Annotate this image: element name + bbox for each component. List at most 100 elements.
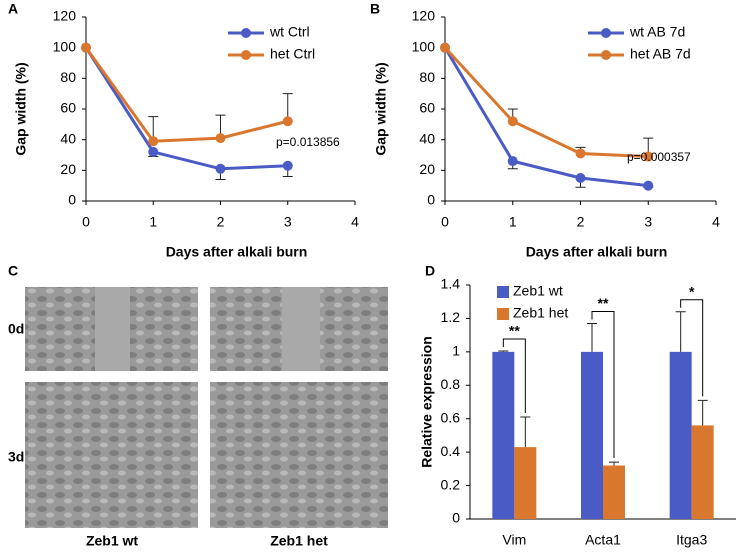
x-tick-label: 0 — [441, 214, 449, 230]
y-tick-label: 0 — [68, 192, 76, 208]
y-axis-label: Gap width (%) — [373, 62, 389, 155]
micrograph — [210, 382, 388, 528]
legend-marker — [241, 50, 251, 60]
point — [575, 148, 586, 159]
y-tick-label: 100 — [412, 38, 436, 54]
annotation: p=0.000357 — [627, 150, 691, 164]
significance-bracket — [502, 338, 526, 414]
legend-label: wt AB 7d — [629, 24, 685, 40]
y-tick-label: 20 — [60, 161, 76, 177]
y-tick-label: 120 — [53, 8, 77, 24]
y-tick-label: 1 — [452, 343, 460, 359]
error-bar — [697, 399, 708, 426]
row-label: 0d — [8, 321, 24, 337]
error-bar — [675, 311, 686, 352]
bar — [492, 351, 515, 519]
column-label: Zeb1 het — [270, 533, 328, 549]
y-tick-label: 0.8 — [441, 376, 461, 392]
x-tick-label: Itga3 — [676, 532, 707, 548]
y-tick-label: 0.2 — [441, 476, 461, 492]
significance-bracket — [680, 299, 704, 397]
point — [507, 116, 518, 127]
panel-letter: C — [8, 263, 18, 279]
y-axis-label: Relative expression — [419, 336, 435, 468]
wound-gap — [95, 287, 130, 371]
micrographs — [25, 287, 388, 528]
y-tick-label: 1.4 — [441, 276, 461, 292]
point — [507, 156, 518, 167]
bar — [669, 351, 692, 519]
point — [148, 136, 159, 147]
x-tick-label: 3 — [644, 214, 652, 230]
legend-swatch — [497, 286, 509, 298]
x-tick-label: 4 — [351, 214, 359, 230]
wound-gap — [282, 287, 320, 371]
y-tick-label: 40 — [419, 130, 435, 146]
bar — [514, 447, 537, 519]
micrograph — [25, 382, 198, 528]
x-axis-label: Days after alkali burn — [166, 244, 308, 260]
point — [643, 180, 654, 191]
error-bar — [609, 461, 619, 466]
x-tick-label: 0 — [82, 214, 90, 230]
point — [215, 163, 226, 174]
y-tick-label: 60 — [60, 100, 76, 116]
x-tick-label: 2 — [577, 214, 585, 230]
y-tick-label: 0 — [452, 510, 460, 526]
point — [643, 151, 654, 162]
panel-letter: A — [8, 1, 18, 17]
x-axis-label: Days after alkali burn — [526, 244, 668, 260]
error-bar — [520, 416, 531, 448]
legend-marker — [601, 28, 611, 38]
point — [215, 133, 226, 144]
series-line — [443, 46, 649, 188]
significance-label: ** — [598, 295, 609, 311]
y-tick-label: 20 — [419, 161, 435, 177]
y-tick-label: 1.2 — [441, 309, 461, 325]
series-line — [84, 46, 289, 143]
column-label: Zeb1 wt — [86, 533, 138, 549]
point — [440, 42, 450, 53]
x-tick-label: 4 — [712, 214, 720, 230]
x-tick-label: 3 — [284, 214, 292, 230]
series-line — [84, 46, 288, 171]
row-label: 3d — [8, 449, 24, 465]
point — [575, 173, 586, 183]
panel-letter: B — [370, 1, 380, 17]
x-tick-label: Acta1 — [585, 532, 621, 548]
legend-label: wt Ctrl — [269, 24, 310, 40]
y-tick-label: 0.6 — [441, 409, 461, 425]
point — [282, 160, 293, 171]
significance-label: ** — [509, 323, 520, 339]
error-bar — [587, 322, 597, 352]
annotation: p=0.013856 — [276, 135, 340, 149]
point — [282, 116, 293, 127]
legend-label: het Ctrl — [270, 46, 315, 62]
y-tick-label: 40 — [60, 130, 76, 146]
y-tick-label: 60 — [419, 100, 435, 116]
panel-letter: D — [425, 263, 435, 279]
y-tick-label: 120 — [412, 8, 436, 24]
y-tick-label: 80 — [60, 69, 76, 85]
legend-label: Zeb1 wt — [513, 283, 563, 299]
legend-marker — [601, 50, 611, 60]
error-bar — [498, 350, 509, 352]
legend-label: Zeb1 het — [513, 305, 568, 321]
x-tick-label: 1 — [149, 214, 157, 230]
significance-label: * — [689, 283, 695, 299]
y-tick-label: 80 — [419, 69, 435, 85]
series-line — [443, 46, 649, 159]
bar — [581, 351, 603, 519]
legend-label: het AB 7d — [630, 46, 691, 62]
legend-swatch — [497, 308, 509, 320]
x-tick-label: Vim — [502, 532, 526, 548]
y-axis-label: Gap width (%) — [13, 62, 29, 155]
point — [148, 146, 159, 157]
bar — [691, 425, 714, 519]
x-tick-label: 1 — [509, 214, 517, 230]
y-tick-label: 0 — [427, 192, 435, 208]
y-tick-label: 0.4 — [441, 443, 461, 459]
point — [81, 42, 91, 53]
legend-marker — [241, 28, 251, 38]
